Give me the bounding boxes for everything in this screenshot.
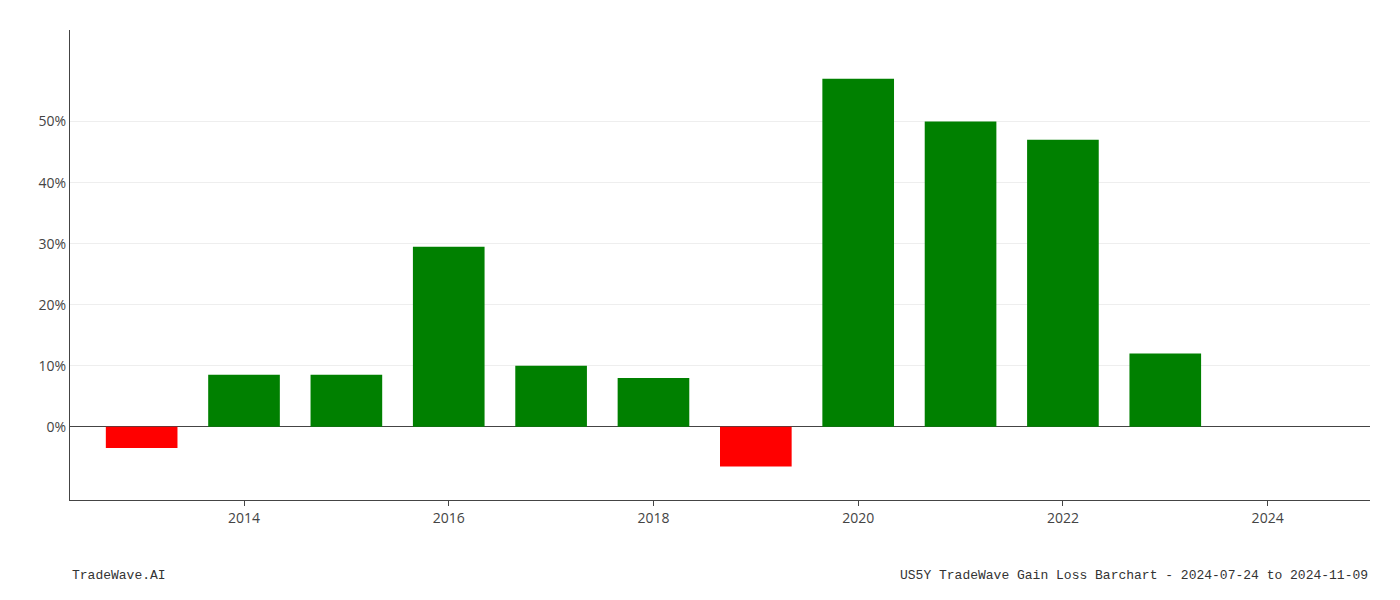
svg-text:2020: 2020 <box>842 508 874 527</box>
svg-text:50%: 50% <box>39 111 67 130</box>
svg-text:0%: 0% <box>47 417 67 436</box>
svg-text:30%: 30% <box>39 234 67 253</box>
svg-text:2018: 2018 <box>637 508 669 527</box>
svg-text:10%: 10% <box>39 356 67 375</box>
svg-text:2014: 2014 <box>228 508 260 527</box>
svg-text:40%: 40% <box>39 173 67 192</box>
svg-text:20%: 20% <box>39 295 67 314</box>
svg-text:2016: 2016 <box>433 508 465 527</box>
svg-text:2024: 2024 <box>1252 508 1284 527</box>
svg-text:US5Y TradeWave Gain Loss Barch: US5Y TradeWave Gain Loss Barchart - 2024… <box>900 568 1368 583</box>
svg-text:2022: 2022 <box>1047 508 1079 527</box>
svg-text:TradeWave.AI: TradeWave.AI <box>72 568 166 583</box>
